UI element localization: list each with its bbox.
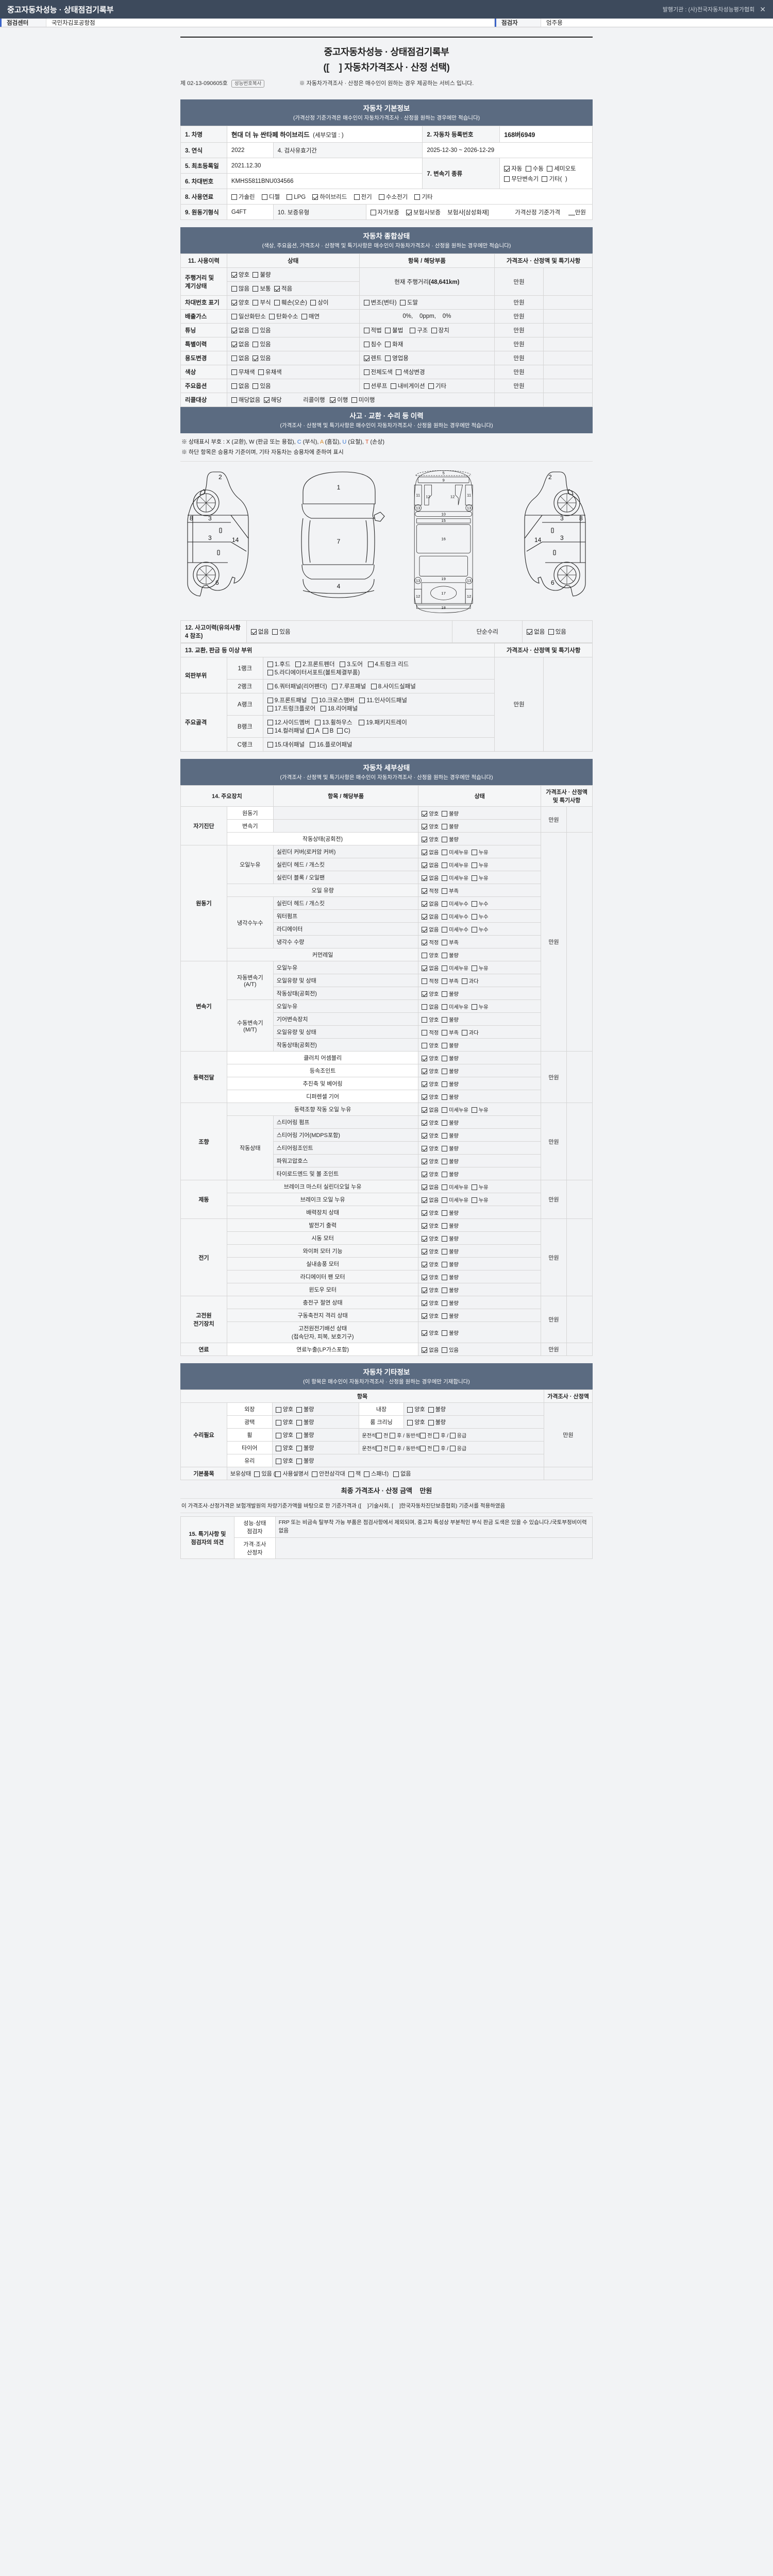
svg-text:7: 7 [337,538,341,545]
svg-text:13: 13 [416,506,421,511]
svg-text:3: 3 [208,515,212,522]
svg-text:11: 11 [416,493,420,498]
svg-text:13: 13 [467,578,472,583]
svg-text:6: 6 [215,579,219,586]
svg-text:9: 9 [443,478,445,482]
svg-text:11: 11 [467,493,471,498]
svg-text:18: 18 [441,605,446,610]
svg-text:8: 8 [579,515,583,522]
svg-text:14: 14 [534,536,542,544]
svg-text:2: 2 [548,473,552,481]
svg-text:5: 5 [443,470,445,475]
svg-text:3: 3 [560,534,564,541]
svg-text:1: 1 [337,484,341,491]
svg-text:12: 12 [450,494,455,499]
svg-text:13: 13 [416,578,421,583]
svg-text:13: 13 [467,506,472,511]
svg-text:17: 17 [441,591,446,596]
svg-text:16: 16 [441,537,446,541]
svg-text:2: 2 [219,473,222,481]
svg-text:3: 3 [560,515,564,522]
svg-text:15: 15 [441,518,446,523]
svg-text:19: 19 [441,577,446,581]
svg-text:4: 4 [337,583,341,590]
svg-text:6: 6 [551,579,554,586]
svg-text:12: 12 [467,594,472,599]
svg-text:12: 12 [426,494,430,499]
svg-text:14: 14 [232,536,239,544]
svg-text:3: 3 [208,534,212,541]
svg-text:10: 10 [441,512,446,517]
svg-text:12: 12 [416,594,421,599]
svg-text:8: 8 [190,515,193,522]
